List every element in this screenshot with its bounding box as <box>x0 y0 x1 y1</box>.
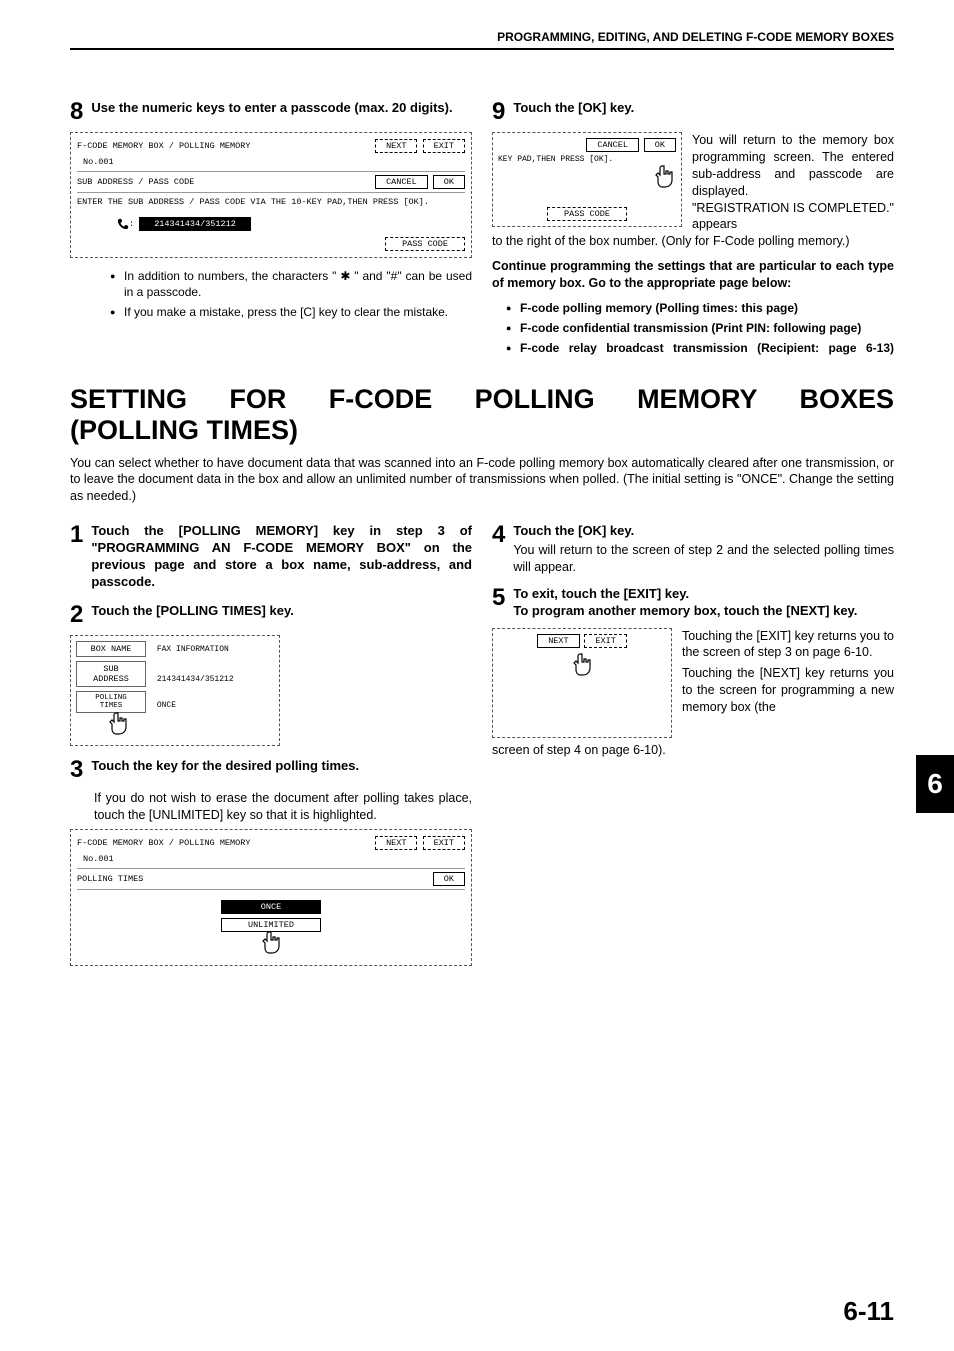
step-2-screen: BOX NAME FAX INFORMATION SUB ADDRESS 214… <box>70 635 280 746</box>
once-button[interactable]: ONCE <box>221 900 321 914</box>
document-page: PROGRAMMING, EDITING, AND DELETING F-COD… <box>0 0 954 1006</box>
passcode-display: 214341434/351212 <box>139 217 251 231</box>
exit-button[interactable]: EXIT <box>584 634 626 648</box>
step-number-9: 9 <box>492 100 505 124</box>
bottom-columns: 1 Touch the [POLLING MEMORY] key in step… <box>70 523 894 976</box>
passcode-button[interactable]: PASS CODE <box>547 207 627 221</box>
hand-cursor-icon <box>106 711 130 737</box>
step-5-screen: NEXT EXIT <box>492 628 672 738</box>
next-button[interactable]: NEXT <box>537 634 579 648</box>
ok-button[interactable]: OK <box>644 138 676 152</box>
instruction-text: ENTER THE SUB ADDRESS / PASS CODE VIA TH… <box>77 197 465 207</box>
ok-button[interactable]: OK <box>433 872 465 886</box>
box-name-button[interactable]: BOX NAME <box>76 641 146 657</box>
hand-cursor-icon <box>570 652 594 678</box>
cancel-button[interactable]: CANCEL <box>375 175 428 189</box>
panel-title: F-CODE MEMORY BOX / POLLING MEMORY <box>77 838 250 848</box>
continue-text: Continue programming the settings that a… <box>492 258 894 292</box>
step-9-desc-3: to the right of the box number. (Only fo… <box>492 233 894 250</box>
step-3-screen: F-CODE MEMORY BOX / POLLING MEMORY NEXT … <box>70 829 472 966</box>
step-2: 2 Touch the [POLLING TIMES] key. <box>70 603 472 627</box>
step-9-screen: CANCEL OK KEY PAD,THEN PRESS [OK]. PASS … <box>492 132 682 227</box>
step-4-title: Touch the [OK] key. <box>513 523 894 540</box>
polling-times-button[interactable]: POLLING TIMES <box>76 691 146 713</box>
cancel-button[interactable]: CANCEL <box>586 138 639 152</box>
page-number: 6-11 <box>843 1296 894 1327</box>
list-item: F-code confidential transmission (Print … <box>506 320 894 336</box>
phone-icon <box>117 218 129 230</box>
step-number-8: 8 <box>70 100 83 124</box>
note-item: If you make a mistake, press the [C] key… <box>110 304 472 320</box>
step-1-title: Touch the [POLLING MEMORY] key in step 3… <box>91 523 472 591</box>
continue-list: F-code polling memory (Polling times: th… <box>506 300 894 357</box>
section-heading: SETTING FOR F-CODE POLLING MEMORY BOXES … <box>70 384 894 446</box>
chapter-tab: 6 <box>916 755 954 813</box>
instruction-text: KEY PAD,THEN PRESS [OK]. <box>498 155 676 164</box>
box-number: No.001 <box>83 157 465 167</box>
page-header: PROGRAMMING, EDITING, AND DELETING F-COD… <box>70 30 894 50</box>
step-9: 9 Touch the [OK] key. CANCEL OK KEY PAD,… <box>492 100 894 366</box>
list-item: F-code polling memory (Polling times: th… <box>506 300 894 316</box>
sub-address-button[interactable]: SUB ADDRESS <box>76 661 146 687</box>
step-number-2: 2 <box>70 603 83 627</box>
step-3-title: Touch the key for the desired polling ti… <box>91 758 359 782</box>
polling-times-value: ONCE <box>151 701 176 710</box>
next-button[interactable]: NEXT <box>375 836 417 850</box>
sub-address-value: 214341434/351212 <box>151 675 234 684</box>
top-columns: 8 Use the numeric keys to enter a passco… <box>70 100 894 366</box>
exit-button[interactable]: EXIT <box>423 836 465 850</box>
step-5-title-2: To program another memory box, touch the… <box>513 603 857 620</box>
step-3-desc: If you do not wish to erase the document… <box>94 790 472 824</box>
step-3: 3 Touch the key for the desired polling … <box>70 758 472 782</box>
panel-title: F-CODE MEMORY BOX / POLLING MEMORY <box>77 141 250 151</box>
step-8-notes: In addition to numbers, the characters "… <box>110 268 472 321</box>
hand-cursor-icon <box>652 164 676 190</box>
step-5-desc-3: screen of step 4 on page 6-10). <box>492 742 894 759</box>
ok-button[interactable]: OK <box>433 175 465 189</box>
step-5: 5 To exit, touch the [EXIT] key. To prog… <box>492 586 894 620</box>
step-8: 8 Use the numeric keys to enter a passco… <box>70 100 472 366</box>
step-9-title: Touch the [OK] key. <box>513 100 634 124</box>
step-number-1: 1 <box>70 523 83 591</box>
polling-times-label: POLLING TIMES <box>77 874 143 884</box>
step-number-3: 3 <box>70 758 83 782</box>
note-item: In addition to numbers, the characters "… <box>110 268 472 300</box>
list-item: F-code relay broadcast transmission (Rec… <box>506 340 894 356</box>
passcode-button[interactable]: PASS CODE <box>385 237 465 251</box>
step-4: 4 Touch the [OK] key. You will return to… <box>492 523 894 576</box>
hand-cursor-icon <box>259 930 283 956</box>
step-8-title: Use the numeric keys to enter a passcode… <box>91 100 452 124</box>
step-1: 1 Touch the [POLLING MEMORY] key in step… <box>70 523 472 591</box>
sub-address-label: SUB ADDRESS / PASS CODE <box>77 177 194 187</box>
next-button[interactable]: NEXT <box>375 139 417 153</box>
fax-info: FAX INFORMATION <box>151 645 229 654</box>
step-8-screen: F-CODE MEMORY BOX / POLLING MEMORY NEXT … <box>70 132 472 258</box>
box-number: No.001 <box>83 854 465 864</box>
step-4-desc: You will return to the screen of step 2 … <box>513 542 894 576</box>
exit-button[interactable]: EXIT <box>423 139 465 153</box>
step-5-title-1: To exit, touch the [EXIT] key. <box>513 586 857 603</box>
step-2-title: Touch the [POLLING TIMES] key. <box>91 603 293 627</box>
step-number-4: 4 <box>492 523 505 576</box>
step-number-5: 5 <box>492 586 505 620</box>
intro-paragraph: You can select whether to have document … <box>70 455 894 506</box>
